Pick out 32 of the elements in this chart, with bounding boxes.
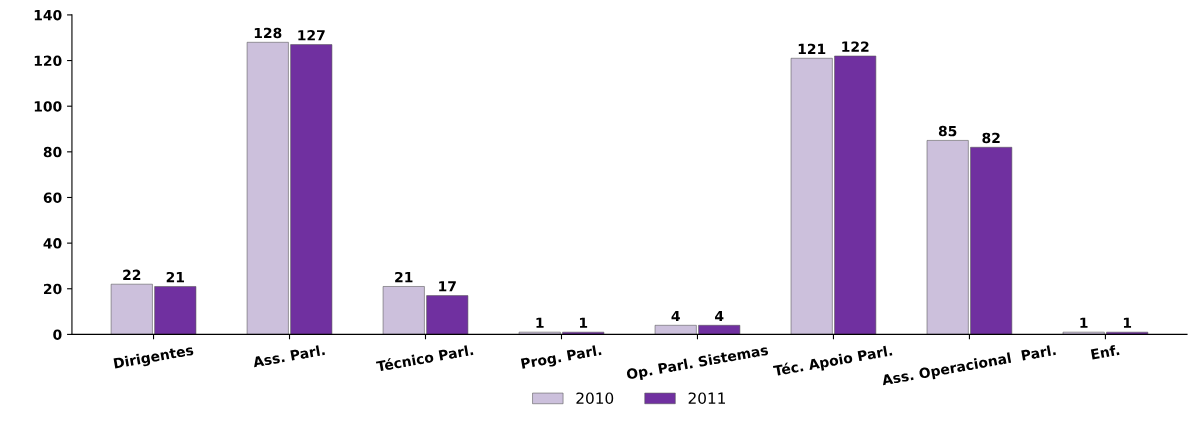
data-label: 85: [938, 125, 957, 137]
legend-label: 2010: [576, 392, 614, 404]
data-label: 4: [671, 310, 680, 321]
data-label: 82: [982, 132, 1000, 144]
data-label: 21: [395, 271, 413, 283]
x-tick-label: Prog. Parl.: [520, 344, 602, 372]
data-label: 1: [1123, 317, 1132, 328]
x-tick-label: Dirigentes: [113, 344, 195, 372]
data-label: 121: [798, 43, 826, 54]
y-tick-label: 40: [43, 238, 62, 249]
y-tick-label: 140: [34, 9, 62, 21]
y-tick-label: 60: [43, 192, 62, 203]
data-label: 1: [1080, 317, 1088, 328]
y-tick-label: 120: [34, 55, 62, 67]
y-tick-label: 100: [34, 101, 62, 112]
x-tick-label: Técnico Parl.: [375, 343, 474, 372]
x-tick-label: Enf.: [1090, 344, 1120, 360]
data-label: 4: [715, 310, 724, 321]
data-label: 17: [439, 281, 456, 292]
y-tick-label: 80: [43, 146, 62, 158]
x-tick-label: Ass. Parl.: [252, 344, 325, 368]
data-label: 1: [536, 317, 544, 328]
data-label: 127: [298, 29, 325, 41]
data-label: 122: [842, 41, 869, 52]
y-tick-label: 0: [53, 329, 62, 340]
legend-label: 2011: [688, 392, 725, 404]
data-label: 21: [166, 271, 184, 283]
data-label: 1: [579, 317, 588, 328]
x-tick-label: Op. Parl. Sistemas: [626, 344, 769, 383]
data-label: 128: [254, 27, 282, 39]
data-label: 22: [123, 269, 141, 280]
y-tick-label: 20: [43, 283, 62, 295]
